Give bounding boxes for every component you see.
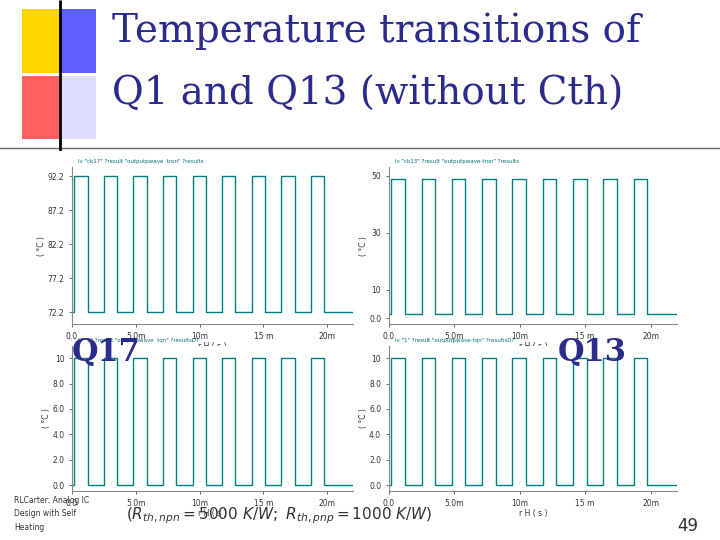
Text: Heating: Heating — [14, 523, 45, 532]
Text: lv "ck13" ?result "outputpwave-tron" ?results: lv "ck13" ?result "outputpwave-tron" ?re… — [395, 159, 518, 164]
Y-axis label: ( °C ): ( °C ) — [359, 236, 368, 255]
Text: Q1 and Q13 (without Cth): Q1 and Q13 (without Cth) — [112, 76, 623, 113]
Text: Q17: Q17 — [72, 338, 140, 368]
Y-axis label: ( °C ): ( °C ) — [37, 236, 46, 255]
Text: 49: 49 — [678, 517, 698, 535]
Text: $(R_{th,npn}=5000\ K/W;\ R_{th,pnp}=1000\ K/W)$: $(R_{th,npn}=5000\ K/W;\ R_{th,pnp}=1000… — [126, 505, 433, 525]
Text: RLCarter: Analog IC: RLCarter: Analog IC — [14, 496, 89, 505]
X-axis label: r H ( s ): r H ( s ) — [518, 509, 547, 518]
Text: lv "ck17" ?result "outputpwave  tron" ?results: lv "ck17" ?result "outputpwave tron" ?re… — [78, 159, 203, 164]
Bar — [22, 76, 59, 139]
X-axis label: r H ( s ): r H ( s ) — [198, 342, 227, 351]
Text: lv "1" ?result "outputpwave-tqn" ?resultsD?: lv "1" ?result "outputpwave-tqn" ?result… — [395, 338, 514, 343]
Y-axis label: ( °C ): ( °C ) — [42, 409, 51, 428]
Bar — [59, 76, 96, 139]
Text: Q13: Q13 — [557, 338, 626, 368]
Text: Design with Self: Design with Self — [14, 509, 76, 518]
Bar — [22, 9, 59, 72]
X-axis label: r H ( s ): r H ( s ) — [198, 509, 227, 518]
Bar — [59, 9, 96, 72]
X-axis label: r H ( s ): r H ( s ) — [518, 342, 547, 351]
Y-axis label: ( °C ): ( °C ) — [359, 409, 368, 428]
Text: Temperature transitions of: Temperature transitions of — [112, 12, 640, 50]
Text: lv "1" ?result "outputpwave  tqn" ?resultsD?: lv "1" ?result "outputpwave tqn" ?result… — [78, 338, 199, 343]
